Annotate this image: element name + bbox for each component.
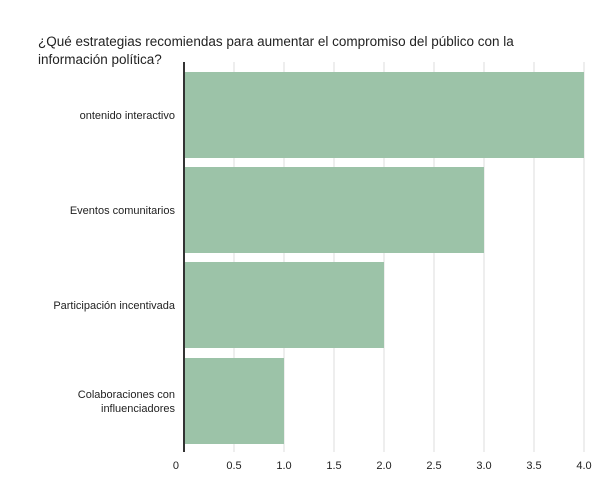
bars [184,72,584,444]
category-label-line: influenciadores [101,403,175,415]
bar [184,167,484,253]
chart-title: ¿Qué estrategias recomiendas para aument… [38,34,514,67]
x-tick-label: 1.0 [276,460,291,472]
x-tick-label: 2.5 [426,460,441,472]
category-label-line: ontenido interactivo [80,110,175,122]
chart-title-text: ¿Qué estrategias recomiendas para aument… [38,34,514,67]
x-tick-label: 3.5 [526,460,541,472]
x-tick-label: 4.0 [576,460,591,472]
chart-title-line: ¿Qué estrategias recomiendas para aument… [38,34,514,49]
bar [184,358,284,444]
bar [184,72,584,158]
x-tick-label: 3.0 [476,460,491,472]
chart-title-line: información política? [38,52,162,67]
x-tick-labels: 0 0.5 1.0 1.5 2.0 2.5 3.0 3.5 4.0 [173,460,592,472]
category-labels: ontenido interactivo Eventos comunitarios… [53,110,176,415]
bar [184,262,384,348]
x-tick-label: 1.5 [326,460,341,472]
category-label: Eventos comunitarios [70,205,176,217]
category-label-line: Colaboraciones con [78,389,175,401]
x-tick-label: 2.0 [376,460,391,472]
category-label: Colaboraciones con influenciadores [78,389,176,415]
category-label: ontenido interactivo [80,110,175,122]
x-tick-label: 0.5 [226,460,241,472]
category-label-line: Eventos comunitarios [70,205,176,217]
category-label-line: Participación incentivada [53,300,176,312]
category-label: Participación incentivada [53,300,176,312]
x-tick-label: 0 [173,460,179,472]
